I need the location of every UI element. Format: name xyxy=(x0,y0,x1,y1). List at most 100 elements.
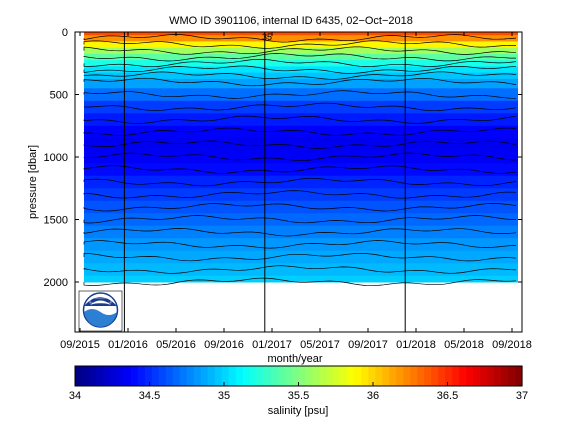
colorbar-cell xyxy=(165,366,174,386)
salinity-band xyxy=(84,47,518,55)
salinity-band xyxy=(84,125,518,139)
colorbar-cell xyxy=(494,366,502,386)
salinity-field xyxy=(84,32,518,283)
y-tick-label: 2000 xyxy=(44,277,68,289)
contour-line xyxy=(83,165,517,174)
colorbar-cell xyxy=(347,366,355,386)
salinity-band xyxy=(84,175,518,189)
colorbar-cell xyxy=(333,366,342,386)
salinity-band xyxy=(84,263,518,277)
contour-line xyxy=(83,34,517,43)
colorbar-cell xyxy=(508,366,516,386)
colorbar-cell xyxy=(102,366,111,386)
contour-line xyxy=(83,90,517,99)
colorbar-cell xyxy=(291,366,300,386)
colorbar-cell xyxy=(389,366,397,386)
colorbar-cell xyxy=(473,366,481,386)
x-tick-label: 09/2018 xyxy=(492,339,532,351)
colorbar-cell xyxy=(228,366,237,386)
colorbar-cell xyxy=(158,366,167,386)
colorbar-cell xyxy=(95,366,104,386)
y-tick-label: 0 xyxy=(62,27,68,39)
colorbar-cell xyxy=(263,366,272,386)
contour-line xyxy=(83,190,517,199)
colorbar-cell xyxy=(277,366,286,386)
colorbar-cell xyxy=(431,366,439,386)
contour-line xyxy=(83,65,517,74)
colorbar-tick-label: 36 xyxy=(367,390,379,402)
colorbar-cell xyxy=(193,366,202,386)
salinity-band xyxy=(84,200,518,214)
colorbar-cell xyxy=(284,366,293,386)
salinity-band xyxy=(84,88,518,102)
colorbar-cell xyxy=(382,366,390,386)
x-tick-label: 01/2017 xyxy=(252,339,292,351)
contour-line xyxy=(83,177,517,187)
salinity-contours xyxy=(83,34,517,287)
salinity-band xyxy=(84,35,518,42)
colorbar-cell xyxy=(452,366,460,386)
colorbar-cell xyxy=(326,366,335,386)
y-tick-label: 500 xyxy=(50,90,68,102)
colorbar-cell xyxy=(123,366,132,386)
plot-frame xyxy=(74,31,523,333)
contour-line xyxy=(83,40,517,49)
contour-line xyxy=(83,203,517,212)
colorbar-cell xyxy=(151,366,160,386)
colorbar-cell xyxy=(312,366,321,386)
x-tick-label: 01/2016 xyxy=(108,339,148,351)
colorbar: 34 34.5 35 35.5 36 36.5 37 salinity [psu] xyxy=(69,365,528,417)
colorbar-cell xyxy=(480,366,488,386)
y-axis-title: pressure [dbar] xyxy=(27,145,39,219)
colorbar-cell xyxy=(354,366,362,386)
colorbar-cell xyxy=(144,366,153,386)
colorbar-ticks: 34 34.5 35 35.5 36 36.5 37 xyxy=(69,382,528,402)
colorbar-cell xyxy=(116,366,125,386)
colorbar-cell xyxy=(172,366,181,386)
contour-line xyxy=(83,228,517,237)
x-axis: 09/2015 01/2016 05/2016 09/2016 01/2017 05/20… xyxy=(60,32,532,351)
colorbar-cell xyxy=(235,366,244,386)
salinity-band xyxy=(84,188,518,202)
colorbar-tick-label: 34.5 xyxy=(139,390,160,402)
colorbar-tick-label: 35 xyxy=(218,390,230,402)
colorbar-cell xyxy=(214,366,223,386)
x-tick-label: 09/2015 xyxy=(60,339,100,351)
colorbar-cell xyxy=(200,366,209,386)
contour-line xyxy=(83,140,517,149)
colorbar-cell xyxy=(466,366,474,386)
salinity-band xyxy=(84,238,518,252)
x-tick-label: 05/2016 xyxy=(156,339,196,351)
colorbar-cell xyxy=(207,366,216,386)
data-gap-lines xyxy=(123,32,406,332)
colorbar-cell xyxy=(242,366,251,386)
colorbar-cell xyxy=(75,366,83,386)
salinity-band xyxy=(84,163,518,177)
colorbar-cell xyxy=(515,366,523,386)
y-tick-label: 1000 xyxy=(44,152,68,164)
x-tick-label: 05/2018 xyxy=(444,339,484,351)
colorbar-tick-label: 37 xyxy=(516,390,528,402)
colorbar-cell xyxy=(375,366,383,386)
colorbar-cell xyxy=(81,366,90,386)
colorbar-cell xyxy=(340,366,348,386)
x-tick-label: 05/2017 xyxy=(300,339,340,351)
contour-line xyxy=(83,115,517,124)
x-tick-label: 01/2018 xyxy=(396,339,436,351)
contour-line xyxy=(83,46,517,55)
salinity-band xyxy=(84,53,518,61)
colorbar-cell xyxy=(130,366,139,386)
contour-line xyxy=(83,277,517,287)
salinity-band xyxy=(84,275,518,283)
colorbar-cell xyxy=(88,366,97,386)
colorbar-cell xyxy=(410,366,418,386)
salinity-band xyxy=(84,150,518,164)
salinity-band xyxy=(84,60,518,67)
contour-line xyxy=(83,53,516,62)
colorbar-cell xyxy=(319,366,328,386)
colorbar-cell xyxy=(445,366,453,386)
salinity-band xyxy=(84,250,518,264)
x-tick-label: 09/2016 xyxy=(204,339,244,351)
colorbar-tick-label: 36.5 xyxy=(437,390,458,402)
